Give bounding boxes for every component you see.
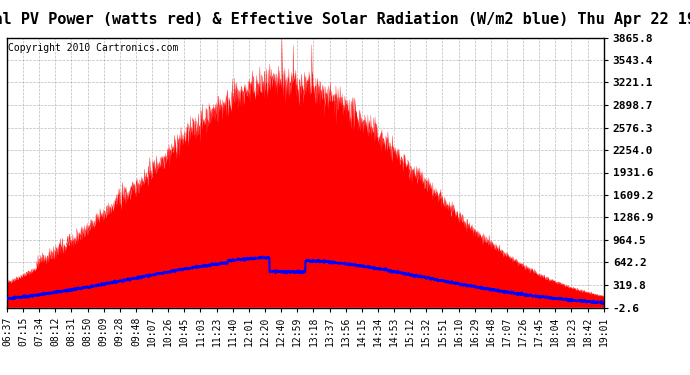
Text: Copyright 2010 Cartronics.com: Copyright 2010 Cartronics.com [8, 43, 179, 53]
Text: Total PV Power (watts red) & Effective Solar Radiation (W/m2 blue) Thu Apr 22 19: Total PV Power (watts red) & Effective S… [0, 11, 690, 27]
